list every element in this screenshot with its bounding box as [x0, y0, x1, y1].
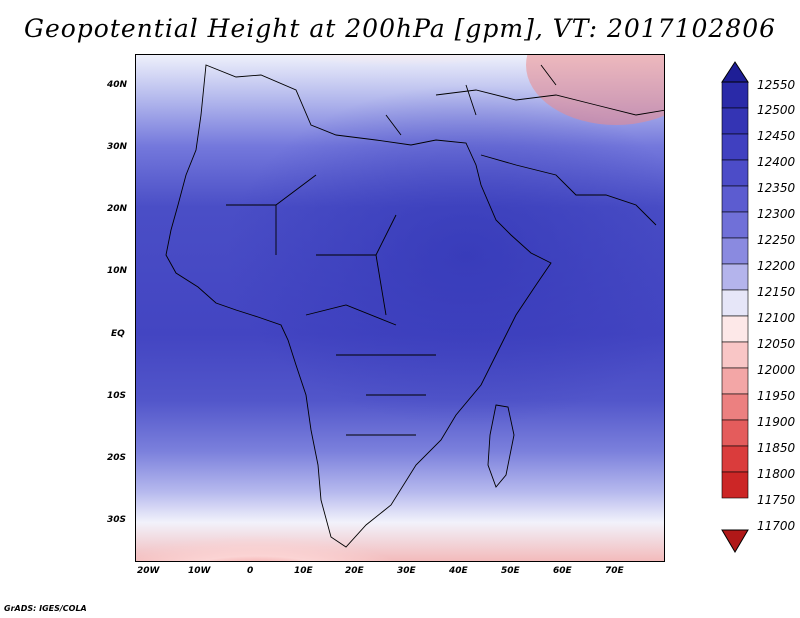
colorbar-label: 12450 [757, 129, 796, 143]
colorbar-label: 12350 [757, 181, 796, 195]
colorbar-swatch [721, 263, 749, 291]
colorbar-label: 12150 [757, 285, 796, 299]
colorbar-swatch [721, 237, 749, 265]
colorbar-swatch [721, 211, 749, 239]
colorbar-label: 11700 [757, 519, 796, 533]
map-panel [135, 54, 665, 562]
colorbar-swatch [721, 445, 749, 473]
lat-label: 10S [107, 391, 127, 401]
colorbar-label: 12100 [757, 311, 796, 325]
colorbar-label: 11800 [757, 467, 796, 481]
lon-label: 30E [397, 566, 416, 576]
colorbar-label: 12200 [757, 259, 796, 273]
colorbar-swatch [721, 315, 749, 343]
lon-label: 40E [449, 566, 468, 576]
lon-label: 50E [501, 566, 520, 576]
colorbar-label: 12000 [757, 363, 796, 377]
lat-label: EQ [111, 329, 125, 339]
colorbar-label: 11850 [757, 441, 796, 455]
lon-label: 60E [553, 566, 572, 576]
lon-label: 70E [605, 566, 624, 576]
colorbar-label: 12500 [757, 103, 796, 117]
colorbar-swatch [721, 471, 749, 499]
colorbar-label: 12250 [757, 233, 796, 247]
coastlines [165, 64, 664, 548]
colorbar-label: 12050 [757, 337, 796, 351]
colorbar [721, 61, 749, 553]
lon-label: 20E [345, 566, 364, 576]
colorbar-label: 11750 [757, 493, 796, 507]
lat-label: 20S [107, 453, 127, 463]
lon-label: 10W [188, 566, 211, 576]
lat-label: 40N [107, 80, 128, 90]
colorbar-swatch [721, 133, 749, 161]
colorbar-swatch [721, 289, 749, 317]
colorbar-label: 12400 [757, 155, 796, 169]
lon-label: 0 [247, 566, 254, 576]
lat-label: 10N [107, 266, 128, 276]
colorbar-swatch [721, 419, 749, 447]
lat-label: 30N [107, 142, 128, 152]
geopotential-field [136, 55, 664, 561]
lon-label: 10E [294, 566, 313, 576]
colorbar-label: 12550 [757, 78, 796, 92]
grads-credit: GrADS: IGES/COLA [4, 604, 87, 613]
colorbar-swatch [721, 341, 749, 369]
colorbar-swatch [721, 185, 749, 213]
colorbar-swatch [721, 107, 749, 135]
colorbar-bottom-arrow [721, 529, 749, 553]
colorbar-swatch [721, 367, 749, 395]
colorbar-swatch [721, 159, 749, 187]
colorbar-top-arrow [721, 61, 749, 83]
lat-label: 20N [107, 204, 128, 214]
lon-label: 20W [137, 566, 160, 576]
colorbar-label: 12300 [757, 207, 796, 221]
lat-label: 30S [107, 515, 127, 525]
colorbar-label: 11950 [757, 389, 796, 403]
colorbar-label: 11900 [757, 415, 796, 429]
colorbar-swatch [721, 81, 749, 109]
plot-title: Geopotential Height at 200hPa [gpm], VT:… [23, 14, 777, 43]
colorbar-swatch [721, 393, 749, 421]
